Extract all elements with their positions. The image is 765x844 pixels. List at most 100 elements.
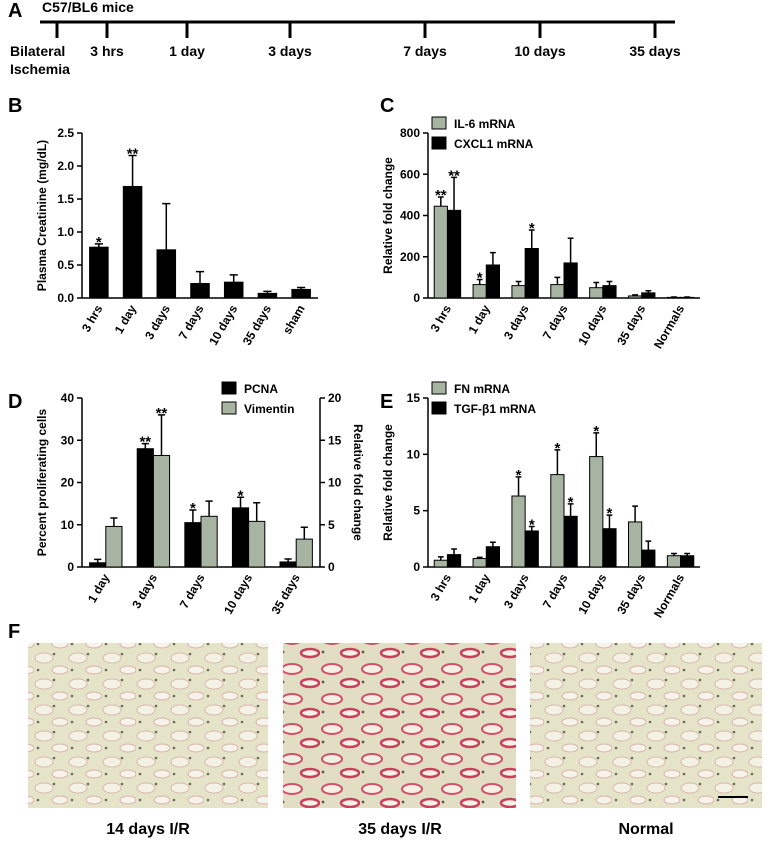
significance: *: [238, 487, 244, 504]
caption: 14 days I/R: [106, 821, 190, 838]
x-tick-label: 1 day: [465, 302, 493, 336]
micrograph: [283, 643, 516, 808]
y-tick-label: 800: [400, 126, 420, 140]
y-tick-label: 0: [67, 560, 74, 574]
bar: [200, 515, 218, 568]
y-tick-label: 400: [400, 209, 420, 223]
caption: Normal: [618, 821, 673, 838]
y2-tick-label: 0: [328, 560, 335, 574]
bar: [641, 292, 656, 299]
significance: **: [448, 167, 460, 184]
error-bar: [263, 290, 272, 294]
legend-swatch: [431, 401, 447, 415]
panel-label: C: [380, 95, 394, 117]
timeline-label: 1 day: [169, 43, 205, 59]
error-bar: [205, 500, 213, 517]
x-tick-label: 1 day: [465, 571, 493, 605]
legend-swatch: [431, 381, 447, 395]
legend-swatch: [431, 136, 447, 150]
y-tick-label: 2.5: [57, 126, 74, 140]
panel-label: A: [8, 0, 22, 22]
error-bar: [567, 503, 574, 517]
bar: [472, 284, 487, 299]
significance: *: [529, 516, 535, 533]
error-bar: [515, 280, 522, 286]
error-bar: [476, 278, 483, 285]
x-tick-label: 3 hrs: [79, 302, 106, 334]
x-tick-label: 3 days: [142, 302, 173, 342]
y-tick-label: 200: [400, 250, 420, 264]
significance: *: [477, 269, 483, 286]
error-bar: [236, 496, 245, 508]
y-tick-label: 1.0: [57, 225, 74, 239]
bar: [446, 554, 462, 568]
bar: [295, 538, 313, 568]
error-bar: [554, 276, 561, 285]
bar: [666, 555, 682, 568]
error-bar: [157, 414, 166, 456]
y2-axis-label: Relative fold change: [351, 424, 365, 541]
bar: [511, 495, 526, 568]
error-bar: [128, 154, 137, 187]
x-tick-label: 35 days: [614, 571, 648, 616]
error-bar: [451, 176, 457, 211]
legend-swatch: [221, 381, 237, 395]
bar: [485, 264, 500, 299]
legend-label: IL-6 mRNA: [454, 117, 516, 131]
y-tick-label: 30: [61, 433, 75, 447]
error-bar: [632, 294, 639, 296]
error-bar: [451, 548, 457, 555]
timeline-label: 35 days: [629, 43, 681, 59]
significance: *: [96, 234, 102, 251]
timeline-label: Bilateral Ischemia: [10, 43, 70, 77]
x-tick-label: 3 days: [501, 571, 532, 611]
error-bar: [162, 202, 171, 250]
error-bar: [515, 476, 522, 497]
y-axis-label: Relative fold change: [381, 424, 395, 541]
bar: [279, 561, 297, 568]
x-tick-label: 1 day: [112, 302, 140, 336]
significance: **: [156, 405, 168, 422]
x-tick-label: 3 hrs: [428, 571, 455, 603]
bar: [184, 522, 202, 568]
error-bar: [645, 290, 652, 293]
x-tick-label: 1 day: [85, 571, 113, 605]
bar: [550, 474, 565, 568]
significance: *: [516, 467, 522, 484]
bar: [550, 284, 565, 299]
y2-tick-label: 15: [328, 433, 342, 447]
bar: [257, 292, 278, 299]
bar: [190, 282, 210, 299]
x-tick-label: sham: [280, 303, 308, 337]
panel-label: F: [8, 621, 20, 643]
bar: [628, 521, 643, 568]
error-bar: [606, 514, 613, 529]
bar: [231, 507, 250, 568]
legend-swatch: [221, 401, 237, 415]
bar: [156, 249, 177, 299]
y-tick-label: 600: [400, 167, 420, 181]
significance: *: [607, 505, 613, 522]
legend-label: CXCL1 mRNA: [454, 137, 534, 151]
x-tick-label: 10 days: [575, 571, 609, 616]
x-tick-label: Normals: [651, 302, 687, 351]
error-bar: [489, 251, 496, 265]
y-tick-label: 15: [407, 391, 421, 405]
bar: [641, 549, 656, 568]
error-bar: [189, 509, 197, 523]
y-tick-label: 5: [413, 504, 420, 518]
error-bar: [253, 502, 261, 522]
bar: [485, 546, 500, 568]
bar: [524, 530, 539, 568]
significance: *: [593, 423, 599, 440]
error-bar: [528, 525, 535, 531]
significance: *: [190, 500, 196, 517]
error-bar: [437, 556, 444, 561]
error-bar: [297, 286, 306, 290]
error-bar: [632, 505, 639, 522]
x-tick-label: 7 days: [540, 302, 571, 342]
timeline-label-box: Bilateral Ischemia: [10, 43, 70, 77]
y-axis-label: Relative fold change: [381, 157, 395, 274]
y-axis-label: Percent proliferating cells: [35, 408, 49, 556]
x-tick-label: 7 days: [540, 571, 571, 611]
